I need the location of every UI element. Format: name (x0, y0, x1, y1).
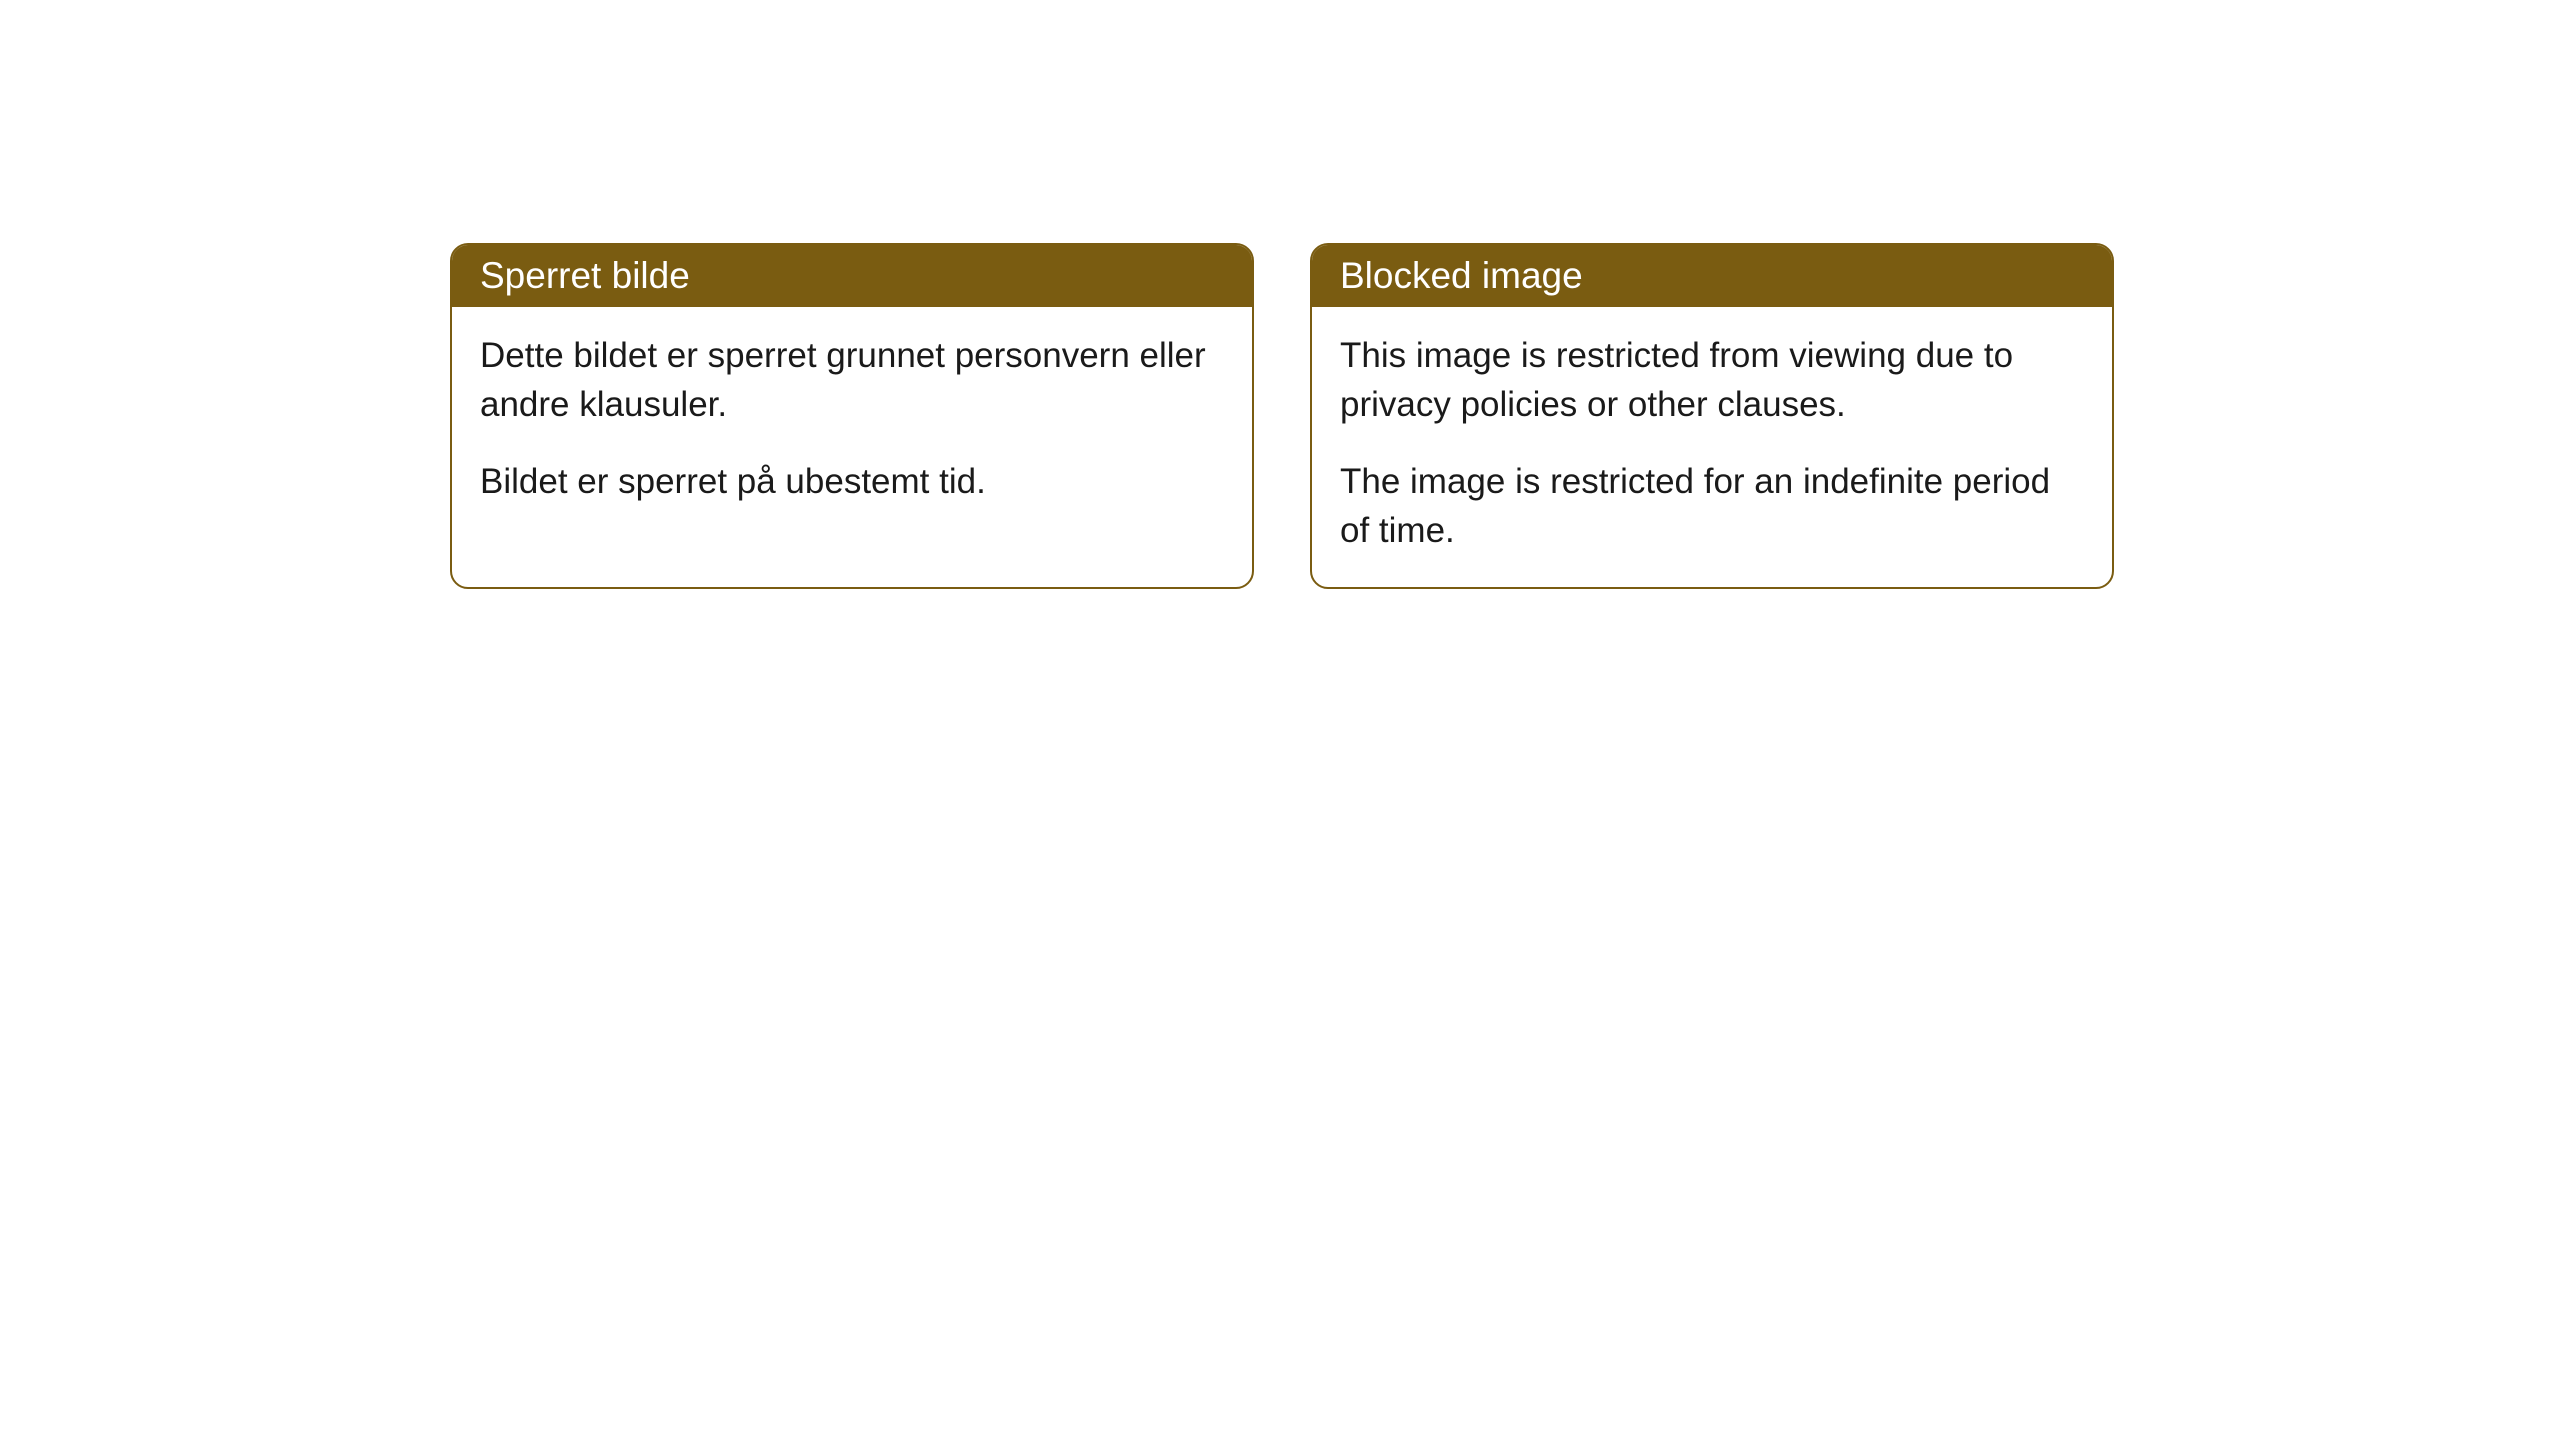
card-title: Blocked image (1340, 255, 1583, 296)
notice-card-norwegian: Sperret bilde Dette bildet er sperret gr… (450, 243, 1254, 589)
card-paragraph: Dette bildet er sperret grunnet personve… (480, 331, 1224, 429)
card-paragraph: Bildet er sperret på ubestemt tid. (480, 457, 1224, 506)
card-paragraph: This image is restricted from viewing du… (1340, 331, 2084, 429)
card-body: Dette bildet er sperret grunnet personve… (452, 307, 1252, 538)
card-title: Sperret bilde (480, 255, 690, 296)
cards-container: Sperret bilde Dette bildet er sperret gr… (450, 243, 2114, 589)
card-body: This image is restricted from viewing du… (1312, 307, 2112, 587)
notice-card-english: Blocked image This image is restricted f… (1310, 243, 2114, 589)
card-paragraph: The image is restricted for an indefinit… (1340, 457, 2084, 555)
card-header: Blocked image (1312, 245, 2112, 307)
card-header: Sperret bilde (452, 245, 1252, 307)
